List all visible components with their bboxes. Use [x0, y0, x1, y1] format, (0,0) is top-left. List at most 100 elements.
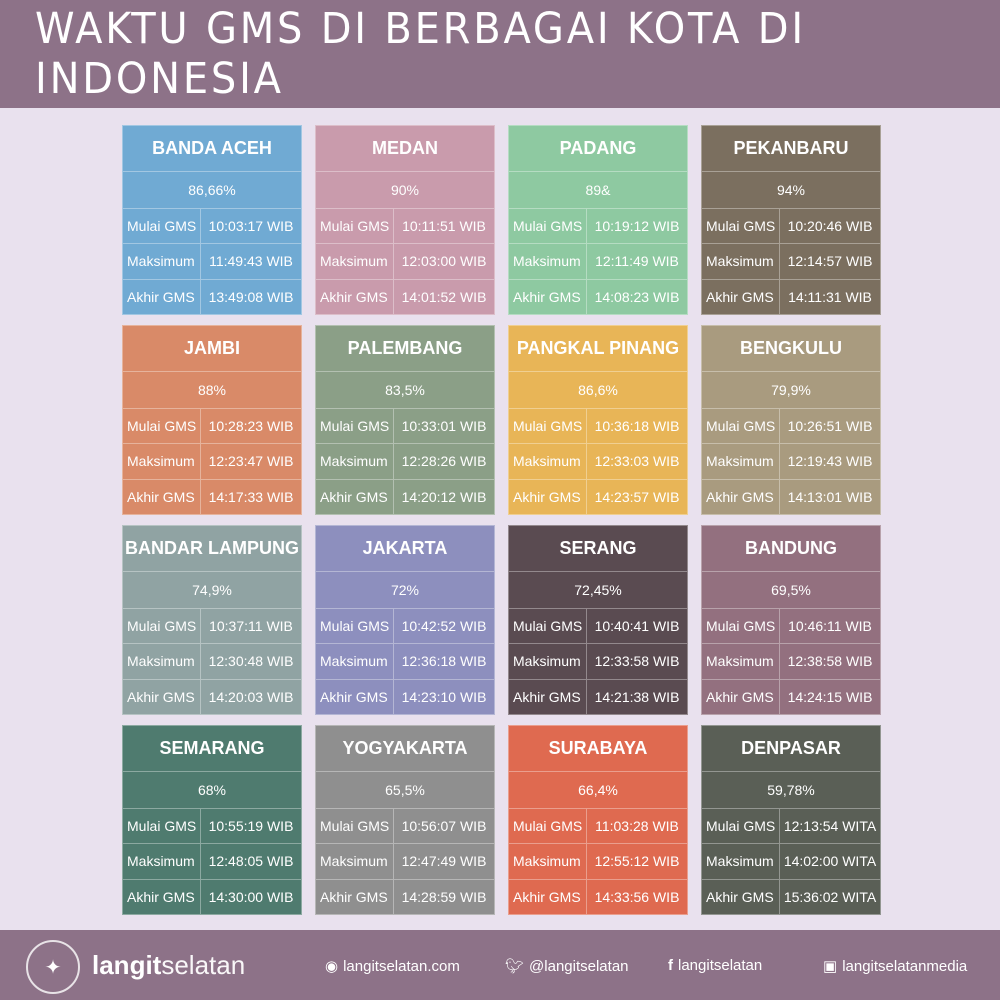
- time-value: 14:17:33 WIB: [208, 488, 294, 505]
- time-value: 14:24:15 WIB: [787, 688, 873, 705]
- time-row: Mulai GMS 10:37:11 WIB: [123, 609, 301, 645]
- time-label: Maksimum: [702, 244, 780, 279]
- time-value: 10:56:07 WIB: [401, 818, 487, 835]
- instagram-text: langitselatanmedia: [842, 957, 968, 975]
- eclipse-percentage: 72,45%: [509, 572, 687, 609]
- time-row: Akhir GMS 14:30:00 WIB: [123, 879, 301, 914]
- eclipse-percentage: 94%: [702, 172, 880, 209]
- eclipse-percentage: 86,66%: [123, 172, 301, 209]
- time-row: Mulai GMS 10:03:17 WIB: [123, 209, 301, 245]
- city-name: JAMBI: [123, 326, 301, 372]
- city-name: SURABAYA: [509, 726, 687, 772]
- time-value: 10:42:52 WIB: [401, 618, 487, 635]
- city-card: MEDAN 90% Mulai GMS 10:11:51 WIB Maksimum 12…: [315, 125, 495, 315]
- city-name: BENGKULU: [702, 326, 880, 372]
- page-title: WAKTU GMS DI BERBAGAI KOTA DI INDONESIA: [35, 4, 806, 104]
- time-row: Akhir GMS 14:20:03 WIB: [123, 679, 301, 714]
- time-label: Mulai GMS: [316, 209, 394, 244]
- time-label: Maksimum: [316, 244, 394, 279]
- time-value: 12:14:57 WIB: [787, 253, 873, 270]
- city-name: BANDUNG: [702, 526, 880, 572]
- instagram-icon: ▣: [823, 958, 838, 975]
- website-link[interactable]: ◉ langitselatan.com: [325, 957, 460, 976]
- city-card: PADANG 89& Mulai GMS 10:19:12 WIB Maksimum 1…: [508, 125, 688, 315]
- time-row: Mulai GMS 10:19:12 WIB: [509, 209, 687, 245]
- city-name: PANGKAL PINANG: [509, 326, 687, 372]
- time-label: Mulai GMS: [123, 209, 201, 244]
- city-card: BANDA ACEH 86,66% Mulai GMS 10:03:17 WIB Ma…: [122, 125, 302, 315]
- website-text: langitselatan.com: [343, 957, 460, 975]
- time-value: 12:23:47 WIB: [208, 453, 294, 470]
- eclipse-percentage: 83,5%: [316, 372, 494, 409]
- time-value: 10:20:46 WIB: [787, 218, 873, 235]
- time-row: Akhir GMS 14:33:56 WIB: [509, 879, 687, 914]
- rss-icon: ◉: [325, 958, 339, 975]
- time-value: 14:11:31 WIB: [788, 288, 872, 305]
- time-row: Maksimum 12:30:48 WIB: [123, 644, 301, 680]
- time-row: Maksimum 12:28:26 WIB: [316, 444, 494, 480]
- time-row: Akhir GMS 15:36:02 WITA: [702, 879, 880, 914]
- eclipse-percentage: 88%: [123, 372, 301, 409]
- time-label: Akhir GMS: [702, 279, 780, 314]
- footer: ✦ langitselatan ◉ langitselatan.com 🐦︎ @la…: [0, 930, 1000, 1000]
- time-row: Mulai GMS 11:03:28 WIB: [509, 809, 687, 845]
- brand-bold: langit: [92, 950, 162, 980]
- time-row: Akhir GMS 14:23:57 WIB: [509, 479, 687, 514]
- time-value: 10:55:19 WIB: [208, 818, 294, 835]
- facebook-link[interactable]: f langitselatan: [668, 957, 762, 974]
- twitter-icon: 🐦︎: [505, 958, 525, 975]
- time-row: Mulai GMS 10:33:01 WIB: [316, 409, 494, 445]
- time-label: Mulai GMS: [702, 409, 780, 444]
- city-name: DENPASAR: [702, 726, 880, 772]
- time-value: 14:30:00 WIB: [208, 888, 294, 905]
- time-row: Maksimum 12:55:12 WIB: [509, 844, 687, 880]
- city-name: PADANG: [509, 126, 687, 172]
- time-row: Maksimum 12:36:18 WIB: [316, 644, 494, 680]
- time-label: Maksimum: [509, 244, 587, 279]
- time-label: Akhir GMS: [702, 879, 780, 914]
- time-label: Mulai GMS: [702, 209, 780, 244]
- city-card: PEKANBARU 94% Mulai GMS 10:20:46 WIB Maksim…: [701, 125, 881, 315]
- eclipse-percentage: 90%: [316, 172, 494, 209]
- time-value: 10:19:12 WIB: [594, 218, 680, 235]
- time-label: Akhir GMS: [123, 679, 201, 714]
- time-row: Maksimum 12:33:58 WIB: [509, 644, 687, 680]
- city-card: BANDAR LAMPUNG 74,9% Mulai GMS 10:37:11 WI…: [122, 525, 302, 715]
- time-row: Maksimum 12:14:57 WIB: [702, 244, 880, 280]
- eclipse-percentage: 65,5%: [316, 772, 494, 809]
- city-name: JAKARTA: [316, 526, 494, 572]
- time-label: Akhir GMS: [509, 879, 587, 914]
- time-row: Akhir GMS 14:20:12 WIB: [316, 479, 494, 514]
- time-label: Akhir GMS: [702, 679, 780, 714]
- time-label: Akhir GMS: [123, 479, 201, 514]
- time-label: Maksimum: [702, 444, 780, 479]
- time-label: Maksimum: [123, 444, 201, 479]
- twitter-link[interactable]: 🐦︎ @langitselatan: [505, 957, 629, 976]
- time-row: Akhir GMS 14:11:31 WIB: [702, 279, 880, 314]
- time-value: 12:03:00 WIB: [401, 253, 487, 270]
- city-name: PALEMBANG: [316, 326, 494, 372]
- twitter-text: @langitselatan: [529, 957, 629, 975]
- time-label: Mulai GMS: [123, 809, 201, 844]
- time-label: Akhir GMS: [509, 479, 587, 514]
- eclipse-percentage: 86,6%: [509, 372, 687, 409]
- header: WAKTU GMS DI BERBAGAI KOTA DI INDONESIA: [0, 0, 1000, 108]
- time-label: Akhir GMS: [702, 479, 780, 514]
- time-label: Mulai GMS: [316, 609, 394, 644]
- time-value: 14:33:56 WIB: [594, 888, 680, 905]
- city-card: PALEMBANG 83,5% Mulai GMS 10:33:01 WIB Maks…: [315, 325, 495, 515]
- instagram-link[interactable]: ▣ langitselatanmedia: [823, 957, 968, 976]
- time-label: Maksimum: [123, 644, 201, 679]
- time-label: Mulai GMS: [509, 409, 587, 444]
- time-row: Mulai GMS 10:28:23 WIB: [123, 409, 301, 445]
- time-value: 10:26:51 WIB: [787, 418, 873, 435]
- time-label: Mulai GMS: [509, 209, 587, 244]
- eclipse-percentage: 66,4%: [509, 772, 687, 809]
- time-row: Akhir GMS 14:08:23 WIB: [509, 279, 687, 314]
- city-card: SERANG 72,45% Mulai GMS 10:40:41 WIB Maksim…: [508, 525, 688, 715]
- time-row: Maksimum 11:49:43 WIB: [123, 244, 301, 280]
- eclipse-percentage: 59,78%: [702, 772, 880, 809]
- time-row: Mulai GMS 10:11:51 WIB: [316, 209, 494, 245]
- time-value: 10:11:51 WIB: [402, 218, 486, 235]
- time-value: 12:33:03 WIB: [594, 453, 680, 470]
